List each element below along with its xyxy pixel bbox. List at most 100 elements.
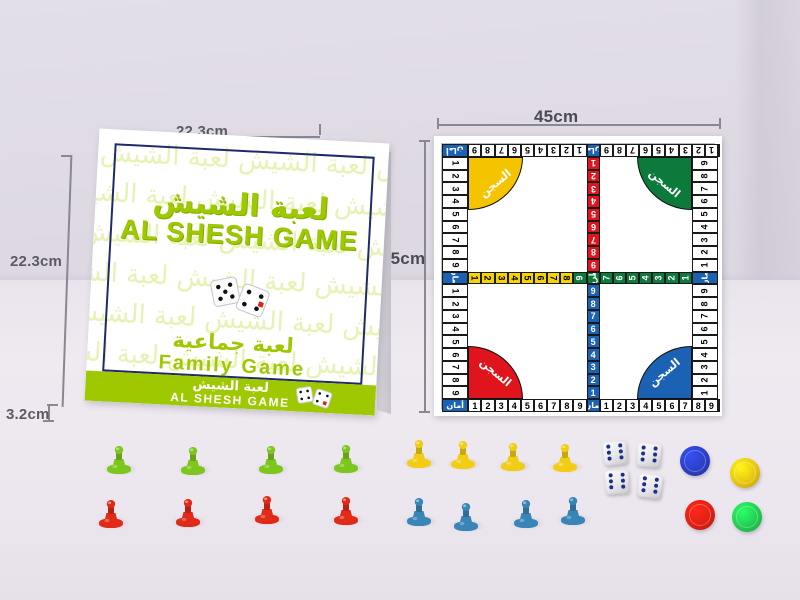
game-pawn[interactable] [450,435,476,470]
track-cell-bottom: 7 [547,399,561,412]
cell-label: 6 [511,145,517,156]
game-pawn[interactable] [406,434,432,469]
quadrant-red-prison: السجن [468,345,524,400]
cell-label: 3 [496,275,507,281]
game-pawn[interactable] [560,491,586,526]
home-cell-red: 1 [586,156,600,170]
home-cell-red: 3 [586,182,600,196]
track-cell-top: 2 [560,144,574,157]
track-cell-left: 8 [442,246,469,259]
disc-red[interactable] [685,500,715,530]
home-cell-yellow: 5 [520,271,534,285]
track-cell-top: 2 [691,144,705,157]
game-die[interactable] [636,472,664,500]
cell-label: 7 [450,364,461,370]
game-die[interactable] [604,469,630,495]
game-pawn[interactable] [453,497,479,532]
track-cell-bottom: 1 [599,399,613,412]
cell-label: 2 [666,275,677,281]
cell-label: 8 [564,400,570,411]
cell-label: 5 [590,209,596,220]
cell-label: 9 [450,390,461,396]
track-cell-top: 5 [652,144,666,157]
home-cell-green: 7 [599,271,613,285]
game-pawn[interactable] [180,441,206,476]
game-pawn[interactable] [552,438,578,473]
home-cell-yellow: 3 [494,271,508,285]
game-pawn[interactable] [98,494,124,529]
track-cell-right: 1 [691,258,718,272]
cell-label: 1 [450,160,461,166]
die-pip [620,472,625,477]
game-pawn[interactable] [258,440,284,475]
safe-cell-bottom-center: أمان [586,399,600,412]
track-cell-left: 7 [442,360,469,374]
game-pawn[interactable] [333,439,359,474]
home-cell-yellow: 2 [481,271,495,285]
die-pip [620,478,626,483]
game-pawn[interactable] [333,491,359,526]
game-die[interactable] [635,441,663,469]
game-pawn[interactable] [106,440,132,475]
cell-label: 5 [524,400,530,411]
cell-label: 4 [450,326,461,332]
cell-label: 6 [614,275,625,281]
track-cell-right: 8 [691,297,718,310]
cell-label: 5 [699,339,710,345]
track-cell-right: 5 [691,335,718,349]
track-cell-right: 5 [691,207,718,221]
cell-label: أمان [718,146,720,155]
track-cell-left: 1 [442,156,469,170]
track-cell-bottom: 4 [507,399,521,412]
quadrant-yellow-prison: السجن [468,156,524,211]
die-pip [641,488,646,493]
cell-label: 4 [450,198,461,204]
disc-yellow[interactable] [730,458,760,488]
cell-label: 1 [590,158,596,169]
track-cell-top: 5 [520,144,534,157]
track-cell-bottom: 2 [612,399,626,412]
disc-green[interactable] [732,502,762,532]
track-cell-left: 7 [442,233,469,247]
track-cell-left: 5 [442,335,469,349]
cell-label: أمان [718,401,720,410]
track-cell-bottom: 7 [678,399,692,412]
home-cell-red: 8 [586,246,600,259]
cell-label: 6 [699,326,710,332]
home-cell-green: 6 [612,271,626,285]
cell-label: أمان [446,401,464,411]
track-cell-left: 8 [442,373,469,387]
dimension-box-height-label: 22.3cm [10,253,63,270]
quadrant-label: السجن [477,355,515,390]
game-pawn[interactable] [406,492,432,527]
board-grid: أمان987654321أمان987654321أمانأمان123456… [441,143,720,412]
die-pip [640,451,646,456]
track-cell-left: 3 [442,182,469,196]
cell-label: 1 [603,400,609,411]
home-cell-blue: 1 [586,386,600,400]
game-pawn[interactable] [175,493,201,528]
game-pawn[interactable] [500,437,526,472]
safe-cell-top-right: أمان [718,144,720,157]
cell-label: 2 [590,170,596,181]
game-die[interactable] [601,439,629,467]
disc-blue[interactable] [680,446,710,476]
game-pawn[interactable] [254,490,280,525]
safe-cell-bottom-left: أمان [442,399,469,412]
track-cell-left: 6 [442,220,469,234]
safe-cell-bottom-right: أمان [718,399,720,412]
dimension-board-width-label: 45cm [534,107,579,126]
home-cell-red: 2 [586,169,600,183]
cell-label: 5 [699,211,710,217]
cell-label: 4 [590,196,596,207]
track-cell-top: 8 [481,144,495,157]
home-cell-red: 4 [586,195,600,208]
cell-label: 1 [472,400,478,411]
game-pawn[interactable] [513,494,539,529]
cell-label: 3 [551,145,557,156]
cell-label: 5 [450,339,461,345]
track-cell-top: 4 [534,144,548,157]
track-cell-bottom: 3 [494,399,508,412]
track-cell-bottom: 2 [481,399,495,412]
